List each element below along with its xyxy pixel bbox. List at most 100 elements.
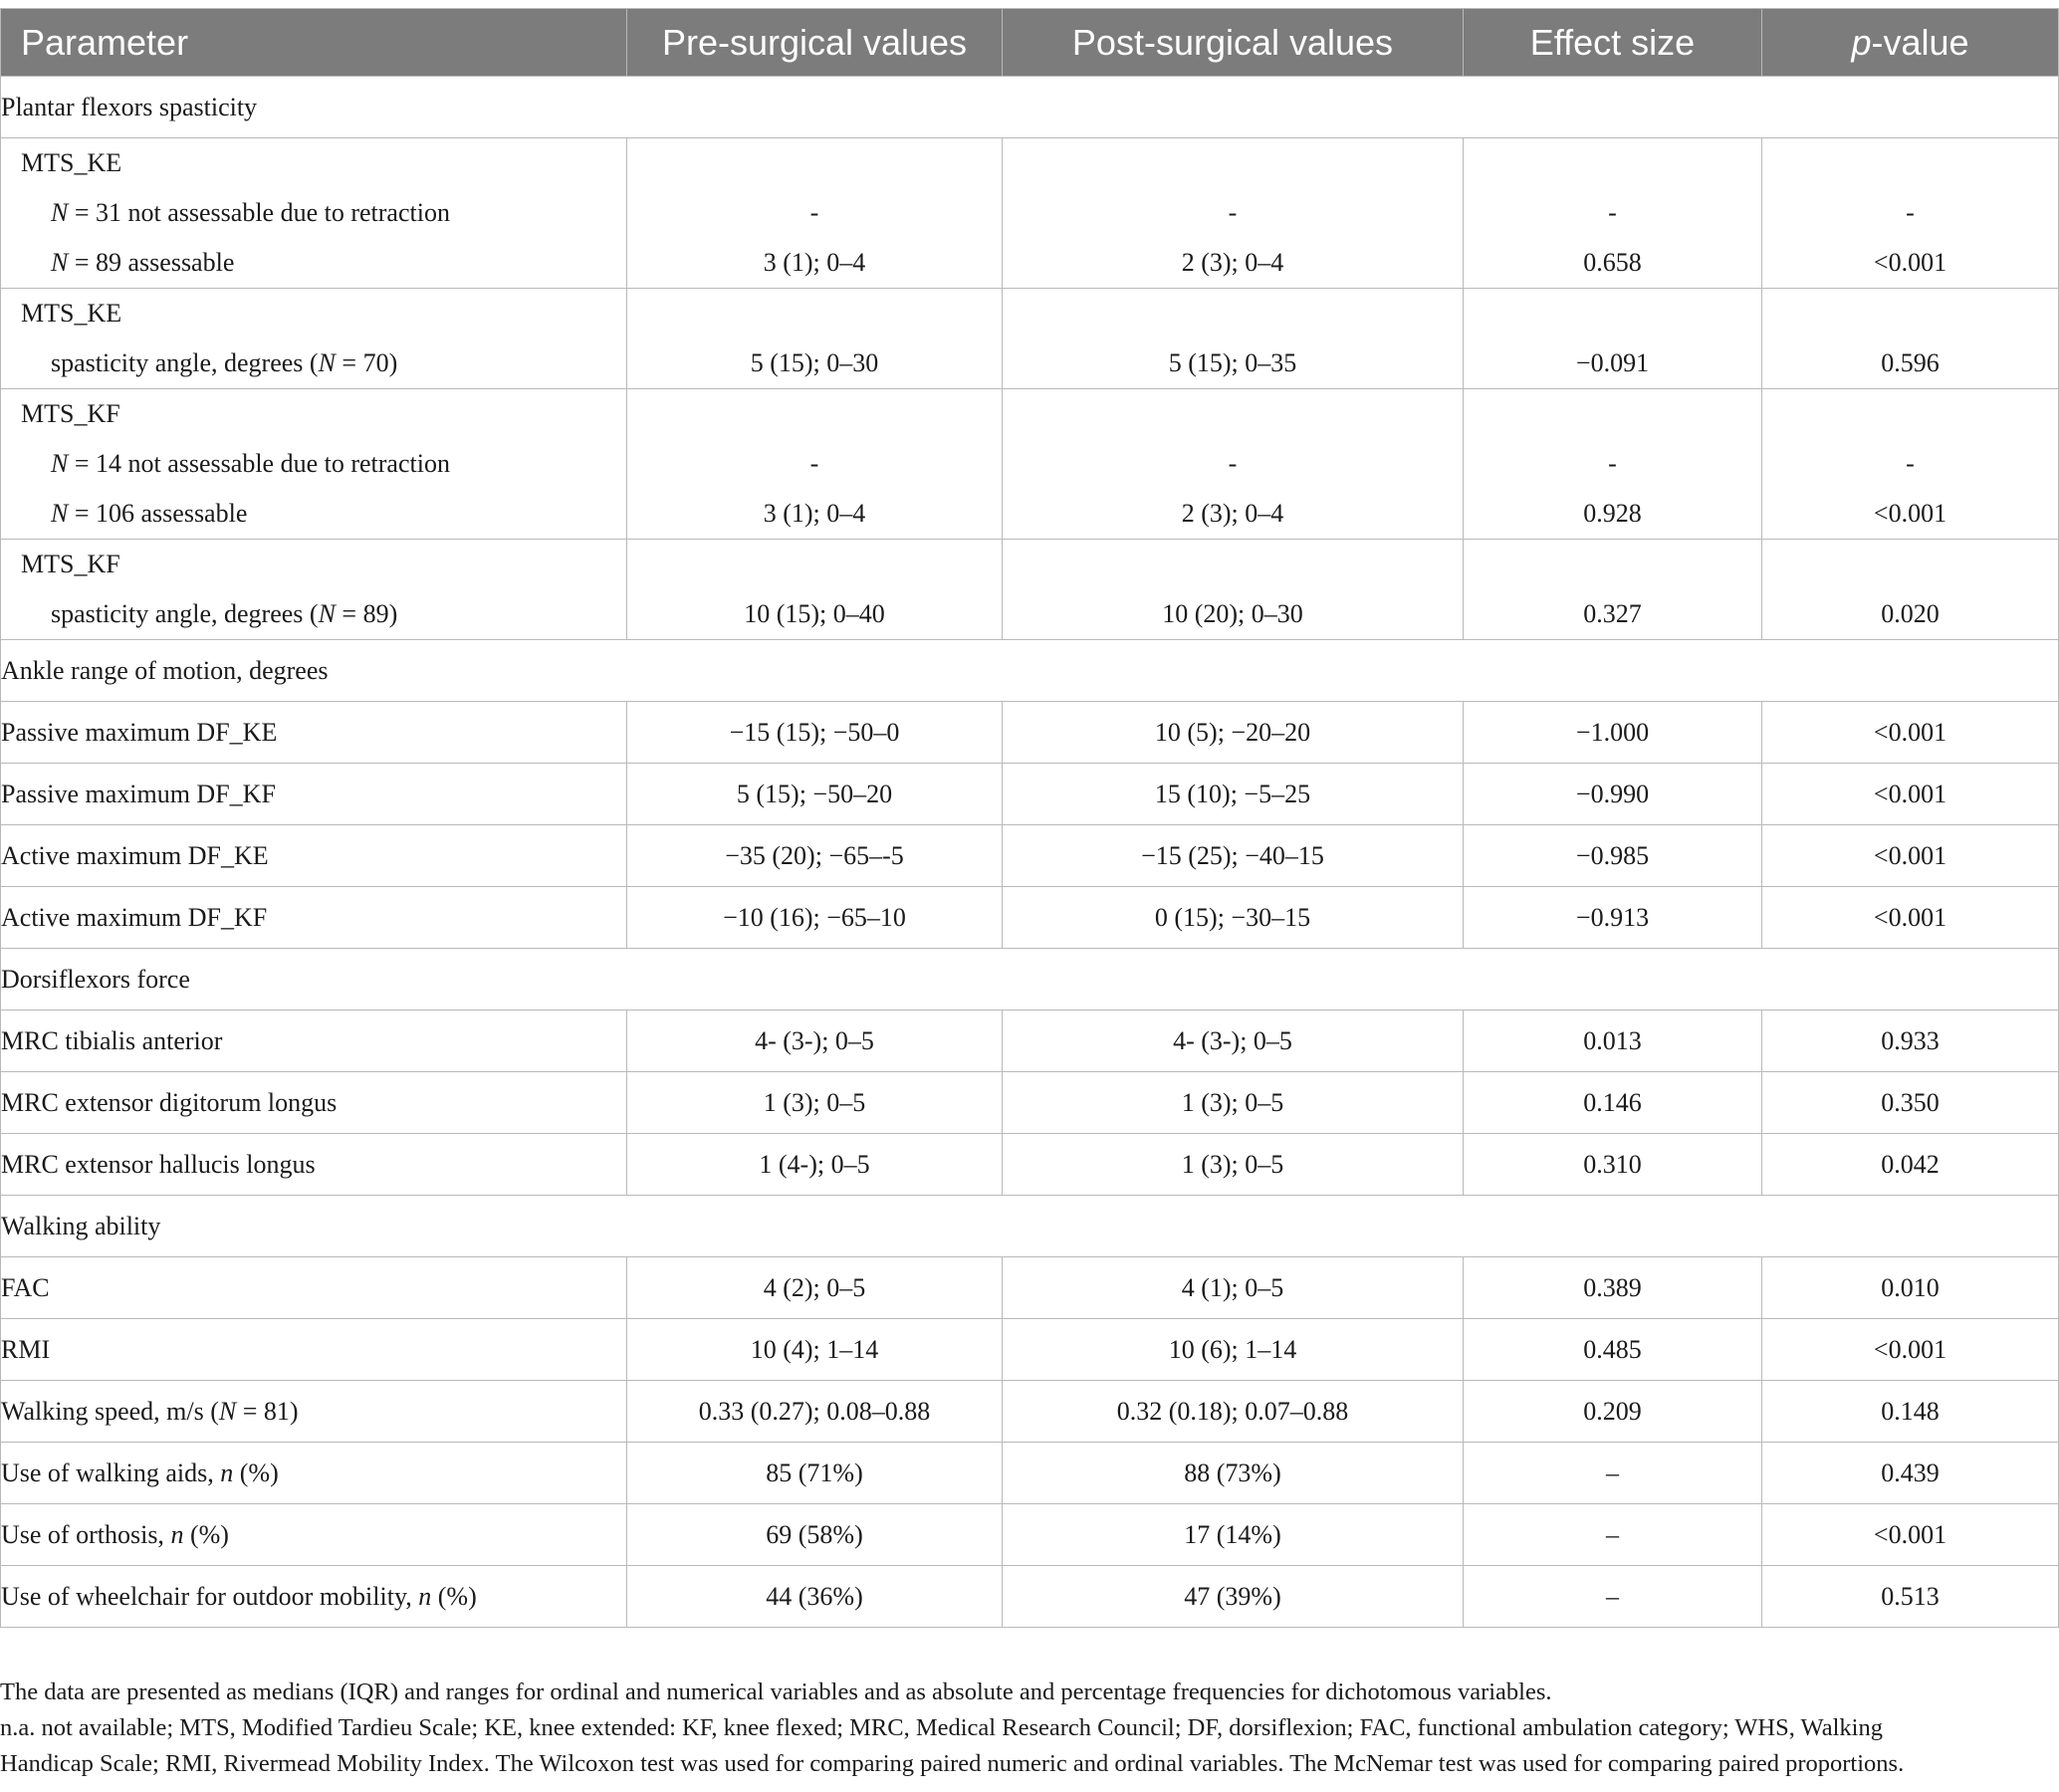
cell-post: 10 (5); −20–20 <box>1002 701 1464 764</box>
cell-post: 15 (10); −5–25 <box>1002 763 1464 825</box>
cell-post: 17 (14%) <box>1002 1503 1464 1566</box>
cell-pre: 4- (3-); 0–5 <box>626 1009 1003 1072</box>
cell-post: -2 (3); 0–4 <box>1002 388 1464 540</box>
cell-parameter: MTS_KE spasticity angle, degrees (N = 70… <box>0 288 627 389</box>
cell-pre: −35 (20); −65–-5 <box>626 824 1003 887</box>
cell-effect: −0.985 <box>1463 824 1762 887</box>
cell-post: 10 (6); 1–14 <box>1002 1318 1464 1381</box>
cell-p: <0.001 <box>1761 763 2059 825</box>
cell-effect: -0.658 <box>1463 137 1762 289</box>
header-pre: Pre-surgical values <box>626 8 1003 77</box>
table-row: MTS_KE spasticity angle, degrees (N = 70… <box>0 288 2059 389</box>
row-label: Walking speed, m/s (N = 81) <box>0 1380 627 1443</box>
section-row: Dorsiflexors force <box>0 948 2059 1010</box>
table-row: Active maximum DF_KE −35 (20); −65–-5 −1… <box>0 824 2059 887</box>
header-parameter: Parameter <box>0 8 627 77</box>
cell-p: 0.020 <box>1761 539 2059 640</box>
cell-p: 0.042 <box>1761 1133 2059 1196</box>
group-title: MTS_KF <box>21 550 120 578</box>
cell-post: 0 (15); −30–15 <box>1002 886 1464 949</box>
cell-pre: -3 (1); 0–4 <box>626 137 1003 289</box>
cell-p: - <0.001 <box>1761 388 2059 540</box>
table-row: MTS_KF spasticity angle, degrees (N = 89… <box>0 539 2059 640</box>
cell-p: 0.010 <box>1761 1256 2059 1319</box>
cell-p: 0.439 <box>1761 1442 2059 1504</box>
cell-post: 0.32 (0.18); 0.07–0.88 <box>1002 1380 1464 1443</box>
row-label: Use of wheelchair for outdoor mobility, … <box>0 1565 627 1628</box>
section-row: Walking ability <box>0 1195 2059 1257</box>
cell-post: 88 (73%) <box>1002 1442 1464 1504</box>
cell-effect: −1.000 <box>1463 701 1762 764</box>
row-label: N = 89 assessable <box>51 248 235 277</box>
cell-pre: 44 (36%) <box>626 1565 1003 1628</box>
table-row: RMI 10 (4); 1–14 10 (6); 1–14 0.485 <0.0… <box>0 1318 2059 1381</box>
section-walking: Walking ability <box>0 1195 2059 1257</box>
table-row: MRC extensor hallucis longus 1 (4-); 0–5… <box>0 1133 2059 1196</box>
cell-p: 0.933 <box>1761 1009 2059 1072</box>
cell-post: 4- (3-); 0–5 <box>1002 1009 1464 1072</box>
footnote-2: n.a. not available; MTS, Modified Tardie… <box>0 1714 1883 1741</box>
cell-post: 1 (3); 0–5 <box>1002 1071 1464 1134</box>
cell-post: -2 (3); 0–4 <box>1002 137 1464 289</box>
row-label: N = 106 assessable <box>51 499 248 528</box>
table-row: MTS_KF N = 14 not assessable due to retr… <box>0 388 2059 540</box>
cell-parameter: MTS_KF N = 14 not assessable due to retr… <box>0 388 627 540</box>
cell-p: <0.001 <box>1761 701 2059 764</box>
cell-pre: 10 (4); 1–14 <box>626 1318 1003 1381</box>
table-row: Active maximum DF_KF −10 (16); −65–10 0 … <box>0 886 2059 949</box>
cell-effect: 0.310 <box>1463 1133 1762 1196</box>
footnote-3: Handicap Scale; RMI, Rivermead Mobility … <box>0 1750 1905 1777</box>
row-label: spasticity angle, degrees (N = 89) <box>51 599 398 628</box>
footnote-1: The data are presented as medians (IQR) … <box>0 1679 1552 1705</box>
cell-pre: −10 (16); −65–10 <box>626 886 1003 949</box>
table-row: Use of walking aids, n (%) 85 (71%) 88 (… <box>0 1442 2059 1504</box>
cell-effect: 0.389 <box>1463 1256 1762 1319</box>
row-label: Use of walking aids, n (%) <box>0 1442 627 1504</box>
cell-p: 0.148 <box>1761 1380 2059 1443</box>
cell-pre: 85 (71%) <box>626 1442 1003 1504</box>
cell-pre: 4 (2); 0–5 <box>626 1256 1003 1319</box>
group-title: MTS_KF <box>21 399 120 428</box>
table-row: FAC 4 (2); 0–5 4 (1); 0–5 0.389 0.010 <box>0 1256 2059 1319</box>
cell-p: 0.596 <box>1761 288 2059 389</box>
cell-p: <0.001 <box>1761 886 2059 949</box>
table-row: MTS_KE N = 31 not assessable due to retr… <box>0 137 2059 289</box>
cell-pre: 1 (4-); 0–5 <box>626 1133 1003 1196</box>
cell-p: <0.001 <box>1761 1503 2059 1566</box>
row-label: spasticity angle, degrees (N = 70) <box>51 348 398 377</box>
row-label: Use of orthosis, n (%) <box>0 1503 627 1566</box>
cell-parameter: MTS_KF spasticity angle, degrees (N = 89… <box>0 539 627 640</box>
cell-parameter: MTS_KE N = 31 not assessable due to retr… <box>0 137 627 289</box>
table-row: Walking speed, m/s (N = 81) 0.33 (0.27);… <box>0 1380 2059 1443</box>
cell-effect: 0.209 <box>1463 1380 1762 1443</box>
cell-p: 0.513 <box>1761 1565 2059 1628</box>
section-row: Ankle range of motion, degrees <box>0 639 2059 702</box>
cell-pre: -3 (1); 0–4 <box>626 388 1003 540</box>
row-label: Passive maximum DF_KE <box>0 701 627 764</box>
cell-effect: – <box>1463 1442 1762 1504</box>
cell-post: 1 (3); 0–5 <box>1002 1133 1464 1196</box>
group-title: MTS_KE <box>21 148 122 177</box>
row-label: MRC tibialis anterior <box>0 1009 627 1072</box>
cell-pre: −15 (15); −50–0 <box>626 701 1003 764</box>
cell-effect: -0.928 <box>1463 388 1762 540</box>
cell-p: 0.350 <box>1761 1071 2059 1134</box>
cell-pre: 10 (15); 0–40 <box>626 539 1003 640</box>
row-label: Active maximum DF_KE <box>0 824 627 887</box>
cell-effect: – <box>1463 1503 1762 1566</box>
cell-post: 5 (15); 0–35 <box>1002 288 1464 389</box>
row-label: Passive maximum DF_KF <box>0 763 627 825</box>
cell-post: −15 (25); −40–15 <box>1002 824 1464 887</box>
cell-effect: – <box>1463 1565 1762 1628</box>
cell-effect: 0.327 <box>1463 539 1762 640</box>
cell-pre: 5 (15); 0–30 <box>626 288 1003 389</box>
header-p-value: p-value <box>1761 8 2059 77</box>
table-row: MRC extensor digitorum longus 1 (3); 0–5… <box>0 1071 2059 1134</box>
cell-post: 10 (20); 0–30 <box>1002 539 1464 640</box>
results-table: Parameter Pre-surgical values Post-surgi… <box>0 8 2059 1628</box>
cell-effect: −0.990 <box>1463 763 1762 825</box>
cell-post: 4 (1); 0–5 <box>1002 1256 1464 1319</box>
cell-effect: −0.913 <box>1463 886 1762 949</box>
cell-p: - <0.001 <box>1761 137 2059 289</box>
cell-p: <0.001 <box>1761 1318 2059 1381</box>
